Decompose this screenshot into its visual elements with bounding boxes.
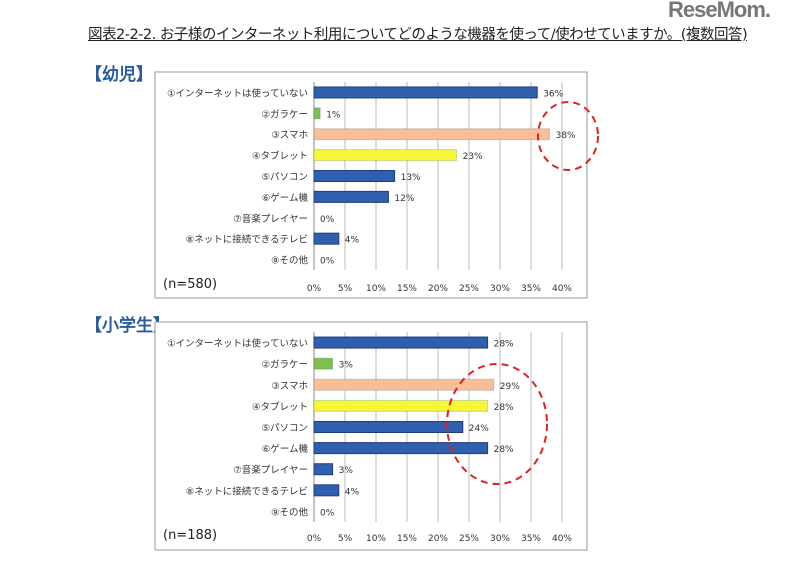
data-label: 3% (339, 466, 354, 476)
data-label: 1% (326, 110, 341, 120)
data-label: 36% (543, 89, 563, 99)
bar (313, 442, 489, 455)
bar (313, 170, 396, 182)
category-label: ⑥ゲーム機 (262, 192, 309, 204)
bar (313, 357, 334, 370)
data-label: 28% (494, 403, 514, 413)
category-label: ③スマホ (271, 130, 308, 141)
category-label: ⑥ゲーム機 (262, 443, 309, 455)
x-tick-label: 5% (338, 284, 353, 294)
sample-size-label: (n=188) (163, 528, 217, 543)
bar (313, 128, 551, 141)
x-tick-label: 0% (307, 284, 322, 294)
category-label: ⑨その他 (271, 255, 309, 267)
highlight-circle (537, 101, 599, 171)
category-label: ⑦音楽プレイヤー (233, 464, 308, 476)
x-tick-label: 5% (338, 534, 353, 544)
x-tick-label: 30% (490, 284, 510, 294)
data-label: 28% (494, 340, 514, 350)
x-tick-label: 35% (521, 284, 541, 294)
data-label: 29% (500, 382, 520, 392)
sample-size-label: (n=580) (163, 277, 217, 292)
data-label: 38% (556, 131, 576, 141)
bar (313, 190, 389, 203)
x-tick-label: 40% (552, 534, 572, 544)
x-tick-label: 10% (366, 284, 386, 294)
data-label: 13% (401, 173, 421, 183)
x-tick-label: 40% (552, 284, 572, 294)
x-tick-label: 35% (521, 534, 541, 544)
bar (313, 336, 489, 349)
category-label: ⑧ネットに接続できるテレビ (186, 485, 308, 497)
x-tick-label: 0% (307, 534, 322, 544)
data-label: 12% (394, 194, 414, 204)
category-label: ②ガラケー (261, 109, 308, 120)
section-label-preschool: 【幼児】 (85, 65, 153, 85)
data-label: 0% (320, 257, 335, 267)
x-tick-label: 15% (397, 534, 417, 544)
category-label: ⑧ネットに接続できるテレビ (186, 234, 308, 246)
bar (313, 107, 321, 120)
data-label: 4% (345, 487, 360, 497)
category-label: ④タブレット (252, 401, 308, 413)
bar (313, 149, 458, 162)
data-label: 0% (320, 215, 335, 225)
bar (313, 378, 495, 391)
chart-frame (154, 71, 588, 299)
highlight-circle (446, 363, 548, 485)
category-label: ④タブレット (252, 150, 308, 162)
data-label: 23% (463, 152, 483, 162)
bar (313, 463, 334, 476)
bar (313, 421, 464, 433)
bar (313, 232, 340, 245)
category-label: ⑦音楽プレイヤー (233, 213, 308, 225)
data-label: 28% (494, 445, 514, 455)
x-tick-label: 20% (428, 284, 448, 294)
category-label: ⑨その他 (271, 506, 309, 518)
x-tick-label: 30% (490, 534, 510, 544)
data-label: 4% (345, 236, 360, 246)
x-tick-label: 15% (397, 284, 417, 294)
category-label: ⑤パソコン (261, 172, 308, 183)
bar (313, 399, 489, 412)
category-label: ⑤パソコン (261, 423, 308, 434)
x-tick-label: 20% (428, 534, 448, 544)
section-label-elementary: 【小学生】 (85, 316, 170, 336)
data-label: 0% (320, 508, 335, 518)
data-label: 24% (469, 424, 489, 434)
figure-title: 図表2-2-2. お子様のインターネット利用についてどのような機器を使って/使わ… (88, 27, 748, 43)
x-tick-label: 25% (459, 534, 479, 544)
resemom-logo: ReseMom. (668, 0, 771, 22)
x-tick-label: 25% (459, 284, 479, 294)
x-tick-label: 10% (366, 534, 386, 544)
bar (313, 484, 340, 497)
chart-frame (154, 321, 588, 551)
category-label: ①インターネットは使っていない (167, 87, 308, 99)
category-label: ③スマホ (271, 381, 308, 392)
data-label: 3% (339, 361, 354, 371)
bar (313, 86, 538, 99)
category-label: ②ガラケー (261, 360, 308, 371)
category-label: ①インターネットは使っていない (167, 338, 308, 350)
